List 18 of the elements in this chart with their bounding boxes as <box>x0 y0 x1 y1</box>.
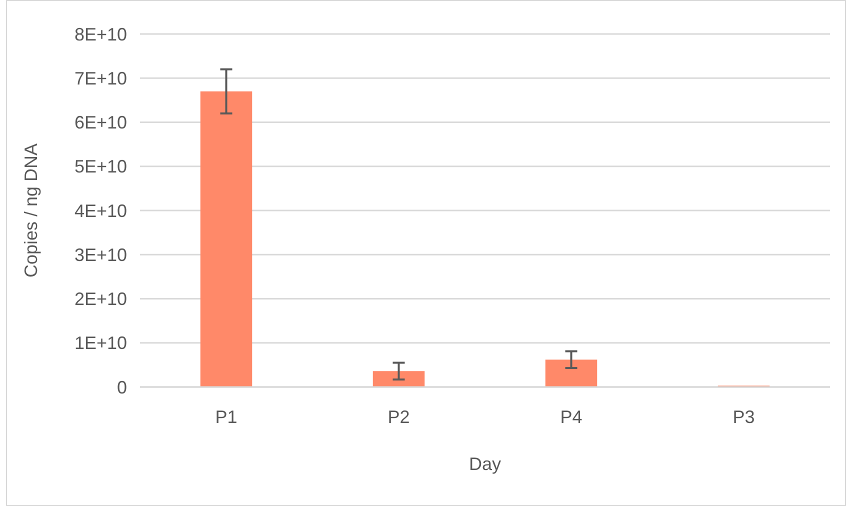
y-tick-label: 3E+10 <box>74 244 127 265</box>
x-tick-label: P1 <box>215 407 238 427</box>
y-tick-label: 6E+10 <box>74 112 127 133</box>
bar <box>545 360 598 387</box>
bar <box>200 91 252 387</box>
x-tick-label: P3 <box>732 407 755 427</box>
y-tick-label: 5E+10 <box>74 156 127 177</box>
y-tick-label: 0 <box>116 377 127 398</box>
x-axis-title: Day <box>468 454 502 474</box>
x-tick-label: P2 <box>388 407 410 427</box>
y-tick-label: 2E+10 <box>74 289 127 310</box>
y-tick-label: 7E+10 <box>74 68 127 88</box>
y-axis-title: Copies / ng DNA <box>21 143 41 278</box>
y-tick-label: 4E+10 <box>74 200 127 221</box>
y-tick-label: 1E+10 <box>74 333 127 354</box>
bar <box>372 371 425 387</box>
x-tick-label: P4 <box>560 407 582 427</box>
y-tick-label: 8E+10 <box>74 24 127 44</box>
